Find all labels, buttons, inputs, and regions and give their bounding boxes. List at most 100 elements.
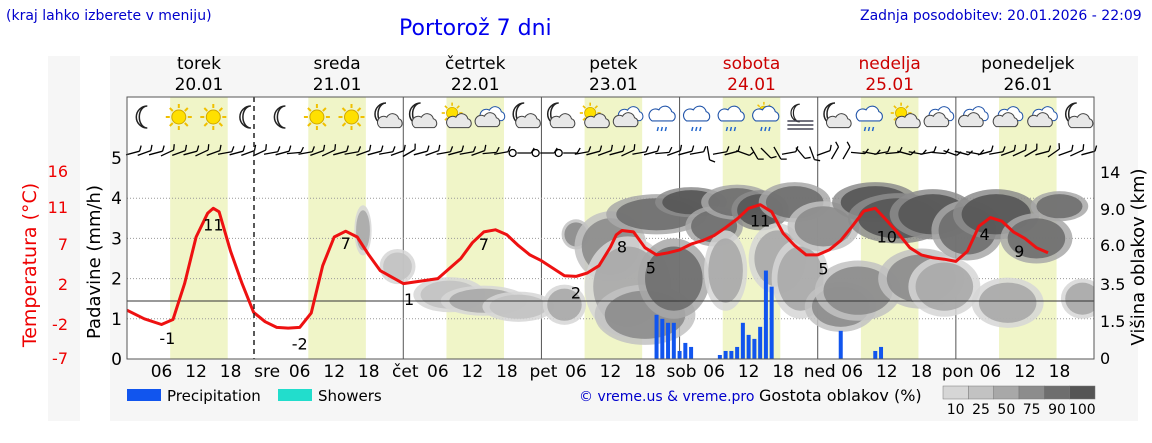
precipitation-bar [740, 322, 745, 359]
temperature-label: 9 [1014, 242, 1024, 261]
cloud-height-tick-label: 3.5 [1100, 275, 1125, 294]
density-scale-label: 90 [1048, 402, 1066, 418]
wind-barb [459, 146, 477, 155]
cloud-density-patch [978, 282, 1037, 323]
wind-barb [402, 143, 416, 158]
precip-tick-label: 5 [111, 149, 122, 169]
temperature-label: 7 [479, 235, 489, 254]
day-short-label: čet [392, 362, 419, 382]
x-tick-label: 06 [289, 362, 311, 382]
wind-barb [842, 141, 851, 160]
x-tick-label: 12 [600, 362, 622, 382]
wind-barb [760, 147, 777, 159]
precipitation-bar [879, 346, 884, 359]
precipitation-bar [683, 342, 688, 359]
wind-barb [689, 146, 707, 155]
legend-precipitation-swatch [127, 389, 161, 401]
cloud-height-tick-label: 14 [1100, 163, 1120, 182]
wind-barb [356, 144, 372, 157]
day-date: 22.01 [451, 75, 500, 95]
wind-barb [1058, 144, 1074, 157]
x-tick-label: 12 [462, 362, 484, 382]
last-update: Zadnja posodobitev: 20.01.2026 - 22:09 [860, 8, 1142, 24]
wind-calm [508, 148, 517, 158]
x-tick-label: 06 [841, 362, 863, 382]
temperature-label: 2 [571, 283, 581, 302]
credit-link[interactable]: © vreme.us & vreme.pro [579, 389, 754, 405]
x-tick-label: 18 [358, 362, 380, 382]
x-tick-label: 06 [151, 362, 173, 382]
wind-barb [621, 144, 636, 157]
wind-calm [531, 148, 540, 158]
temperature-label: -1 [159, 329, 175, 348]
wind-barb [148, 145, 165, 156]
wind-barb [655, 146, 673, 155]
wind-barb [1070, 144, 1085, 157]
wind-barb [333, 145, 349, 156]
wind-barb [643, 145, 660, 156]
day-date: 21.01 [313, 75, 362, 95]
x-tick-label: 18 [496, 362, 518, 382]
x-tick-label: 18 [1049, 362, 1071, 382]
wind-barb [712, 146, 730, 155]
wind-barb [563, 147, 581, 154]
temp-axis-panel [48, 56, 80, 421]
x-tick-label: 18 [772, 362, 794, 382]
wind-barb [160, 144, 175, 157]
precipitation-bar [735, 346, 740, 359]
wind-barb [795, 147, 811, 160]
rain-drops [656, 126, 668, 132]
precipitation-bar [769, 286, 774, 359]
wind-barb [286, 146, 305, 155]
day-name: sreda [314, 54, 361, 74]
cloud-density-patch [547, 288, 582, 321]
wind-barb [724, 145, 741, 156]
precip-tick-label: 4 [111, 189, 122, 209]
cloud-height-tick-label: 6.0 [1100, 236, 1125, 255]
temperature-label: 7 [341, 234, 351, 253]
wind-barb [586, 145, 603, 156]
wind-barb [448, 145, 465, 156]
day-short-label: pon [942, 362, 974, 382]
wind-barb [830, 141, 840, 160]
wind-barb [750, 146, 764, 160]
wind-barb [229, 145, 246, 156]
day-short-label: pet [529, 362, 557, 382]
wind-barb [241, 144, 257, 157]
precipitation-bar [752, 338, 757, 359]
temperature-label: 11 [203, 215, 223, 234]
page-title: Portorož 7 dni [399, 16, 552, 41]
wind-barb [298, 146, 315, 155]
day-name: četrtek [445, 54, 506, 74]
precipitation-bar [689, 346, 694, 359]
density-scale-label: 100 [1069, 402, 1096, 418]
density-swatch [993, 385, 1020, 400]
precip-tick-label: 0 [111, 350, 122, 370]
temp-tick-label: -7 [52, 349, 68, 368]
wind-barb [706, 145, 716, 163]
cloud-density-legend-title: Gostota oblakov (%) [759, 386, 922, 405]
wind-barb [195, 144, 210, 157]
density-swatch [1044, 385, 1070, 400]
wind-barb [425, 144, 441, 157]
wind-barb [773, 146, 787, 160]
precip-tick-label: 1 [111, 310, 122, 330]
density-swatch [1069, 385, 1096, 400]
x-tick-label: 12 [1014, 362, 1036, 382]
wind-barb [413, 145, 430, 156]
wind-barb [344, 146, 362, 155]
temperature-label: 8 [617, 238, 627, 257]
cloud-density-patch [794, 206, 853, 247]
day-name: nedelja [858, 54, 920, 74]
precipitation-bar [763, 270, 768, 359]
rain-drops [691, 126, 702, 132]
day-date: 24.01 [727, 75, 776, 95]
wind-barb [367, 145, 384, 156]
wind-barb [217, 146, 235, 155]
cloud-density-patch [1036, 194, 1083, 219]
cloud-density-patch [383, 252, 412, 281]
cloud-height-tick-label: 0 [1100, 349, 1110, 368]
wind-barb [977, 145, 994, 156]
day-short-label: sre [254, 362, 280, 382]
wind-barb [678, 145, 695, 156]
